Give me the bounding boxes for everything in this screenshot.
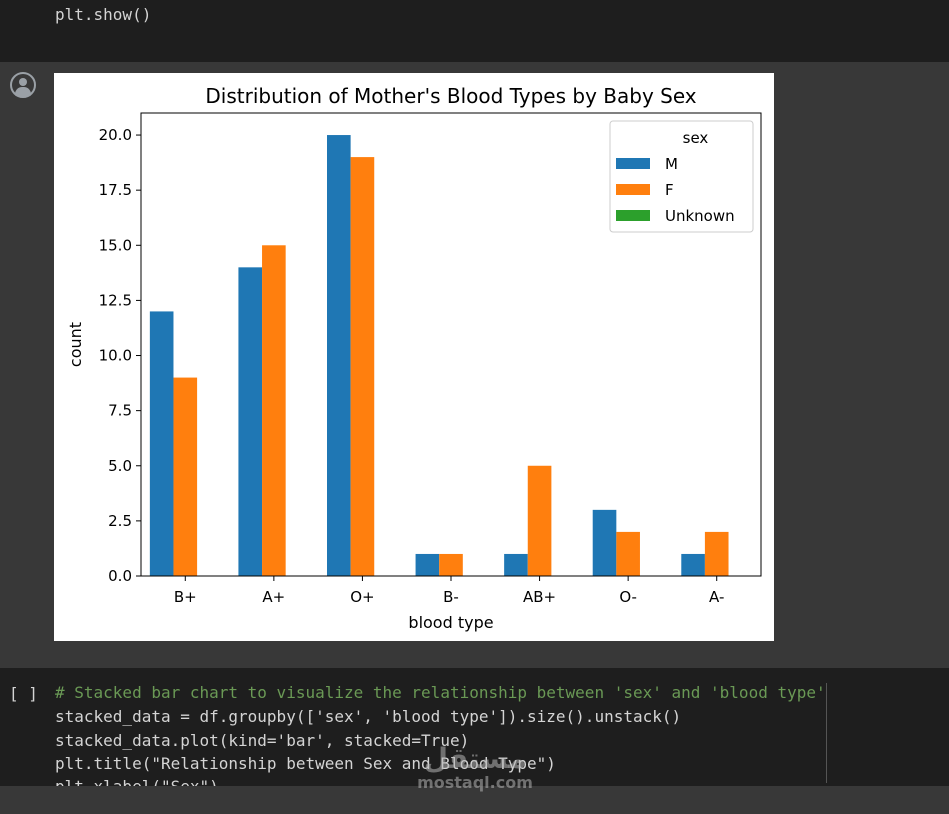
bar-m-A- xyxy=(681,553,705,576)
bar-m-O+ xyxy=(327,135,351,577)
bar-f-A- xyxy=(704,531,729,576)
code-cell-previous[interactable]: plt.show() xyxy=(0,0,949,62)
x-axis-label: blood type xyxy=(408,613,493,632)
footer-bar xyxy=(0,786,949,814)
bar-m-B+ xyxy=(149,311,174,576)
y-tick-label: 20.0 xyxy=(99,126,132,144)
y-tick-label: 5.0 xyxy=(108,457,132,475)
code-line-title: plt.title("Relationship between Sex and … xyxy=(55,754,556,773)
legend-box xyxy=(609,120,754,233)
bar-f-A+ xyxy=(262,245,286,577)
bar-f-AB+ xyxy=(527,465,552,576)
bar-f-B- xyxy=(439,553,463,576)
y-tick-label: 17.5 xyxy=(99,181,132,199)
bar-m-O- xyxy=(592,509,617,576)
bar-f-O+ xyxy=(350,157,375,576)
y-tick-label: 2.5 xyxy=(108,512,132,530)
bar-chart: 0.0 2.5 5.0 7.5 10.0 12.5 15.0 17.5 20.0 B+ A+ O+ B-… xyxy=(66,84,762,632)
bar-m-B- xyxy=(415,553,440,576)
legend-swatch-f xyxy=(616,184,650,195)
code-cell-stacked-bar[interactable]: [ ] xyxy=(0,668,949,786)
editor-ruler xyxy=(826,683,827,783)
bar-m-AB+ xyxy=(504,553,528,576)
x-tick-label: O+ xyxy=(350,588,374,606)
y-tick-label: 10.0 xyxy=(99,347,132,365)
code-line-plot: stacked_data.plot(kind='bar', stacked=Tr… xyxy=(55,731,470,750)
x-tick-label: AB+ xyxy=(523,588,556,606)
bar-f-B+ xyxy=(173,377,198,576)
chart-figure: 0.0 2.5 5.0 7.5 10.0 12.5 15.0 17.5 20.0 B+ A+ O+ B-… xyxy=(54,73,774,641)
x-tick-label: B- xyxy=(443,588,459,606)
legend-label-m: M xyxy=(665,155,678,173)
chart-title: Distribution of Mother's Blood Types by … xyxy=(205,84,696,108)
legend-label-unknown: Unknown xyxy=(665,207,735,225)
legend-title: sex xyxy=(683,129,709,147)
legend-swatch-unknown xyxy=(616,210,650,221)
mostaql-watermark: مستقل mostaql.com xyxy=(380,744,570,792)
code-line-groupby: stacked_data = df.groupby(['sex', 'blood… xyxy=(55,707,682,726)
x-tick-label: A+ xyxy=(262,588,285,606)
y-tick-label: 12.5 xyxy=(99,291,132,309)
code-text: plt.show() xyxy=(55,5,152,24)
code-line-show: plt.show() xyxy=(55,4,151,26)
y-tick-label: 15.0 xyxy=(99,236,132,254)
x-tick-label: O- xyxy=(619,588,637,606)
watermark-arabic: مستقل xyxy=(423,742,527,775)
watermark-latin: mostaql.com xyxy=(417,773,533,792)
bar-m-A+ xyxy=(238,267,263,576)
legend-swatch-m xyxy=(616,158,650,169)
legend-label-f: F xyxy=(665,181,674,199)
output-avatar-icon[interactable] xyxy=(10,72,36,98)
run-cell-button[interactable]: [ ] xyxy=(9,684,38,703)
y-axis-label: count xyxy=(66,322,85,367)
x-tick-label: A- xyxy=(709,588,724,606)
bar-f-O- xyxy=(616,531,640,576)
y-tick-label: 0.0 xyxy=(108,567,132,585)
code-line-comment: # Stacked bar chart to visualize the rel… xyxy=(55,683,826,702)
y-tick-label: 7.5 xyxy=(108,402,132,420)
code-line-xlabel: plt.xlabel("Sex") xyxy=(55,776,219,786)
x-tick-label: B+ xyxy=(174,588,197,606)
